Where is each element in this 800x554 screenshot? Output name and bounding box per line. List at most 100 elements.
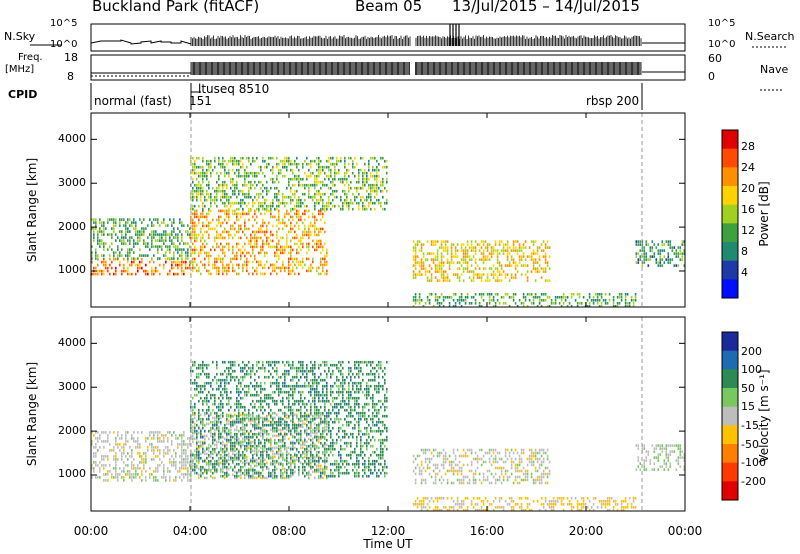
echo-cell xyxy=(208,363,210,367)
echo-cell xyxy=(214,263,216,267)
echo-cell xyxy=(378,198,380,202)
echo-cell xyxy=(296,242,298,246)
echo-cell xyxy=(107,266,109,270)
echo-cell xyxy=(256,414,258,418)
echo-cell xyxy=(276,260,278,264)
echo-cell xyxy=(185,257,187,260)
echo-cell xyxy=(214,450,216,454)
echo-cell xyxy=(252,384,254,388)
echo-cell xyxy=(506,293,509,296)
echo-cell xyxy=(212,198,214,202)
echo-cell xyxy=(434,243,437,246)
echo-cell xyxy=(496,249,499,252)
echo-cell xyxy=(456,299,459,302)
echo-cell xyxy=(185,464,187,467)
echo-cell xyxy=(187,470,189,473)
echo-cell xyxy=(272,177,274,181)
echo-cell xyxy=(328,168,330,172)
echo-cell xyxy=(440,267,443,270)
echo-cell xyxy=(181,248,183,251)
echo-cell xyxy=(175,434,177,437)
echo-cell xyxy=(93,452,95,455)
echo-cell xyxy=(418,299,421,302)
echo-cell xyxy=(344,183,346,187)
echo-cell xyxy=(260,236,262,240)
echo-cell xyxy=(242,471,244,475)
echo-cell xyxy=(326,204,328,208)
power-panel-background xyxy=(91,113,685,307)
echo-cell xyxy=(320,420,322,424)
echo-cell xyxy=(198,156,200,160)
echo-cell xyxy=(254,393,256,397)
echo-cell xyxy=(258,201,260,205)
echo-cell xyxy=(426,252,429,255)
echo-cell xyxy=(125,242,127,245)
echo-cell xyxy=(570,305,573,307)
echo-cell xyxy=(260,387,262,391)
echo-cell xyxy=(163,218,165,221)
echo-cell xyxy=(274,363,276,367)
echo-cell xyxy=(238,363,240,367)
echo-cell xyxy=(115,452,117,455)
echo-cell xyxy=(524,240,527,243)
echo-cell xyxy=(256,384,258,388)
echo-cell xyxy=(210,159,212,163)
echo-cell xyxy=(196,233,198,237)
echo-cell xyxy=(196,450,198,454)
echo-cell xyxy=(286,236,288,240)
echo-cell xyxy=(224,453,226,457)
echo-cell xyxy=(322,183,324,187)
echo-cell xyxy=(308,162,310,166)
echo-cell xyxy=(324,263,326,267)
echo-cell xyxy=(187,437,189,440)
echo-cell xyxy=(232,192,234,196)
echo-cell xyxy=(238,453,240,457)
echo-cell xyxy=(105,464,107,467)
echo-cell xyxy=(196,384,198,388)
echo-cell xyxy=(97,257,99,260)
echo-cell xyxy=(103,242,105,245)
echo-cell xyxy=(270,209,272,213)
echo-cell xyxy=(264,186,266,190)
echo-cell xyxy=(466,267,469,270)
echo-cell xyxy=(596,296,599,299)
echo-cell xyxy=(310,443,312,447)
echo-cell xyxy=(264,408,266,412)
echo-cell xyxy=(344,162,346,166)
echo-cell xyxy=(218,432,220,436)
echo-cell xyxy=(450,255,453,258)
echo-cell xyxy=(444,249,447,252)
echo-cell xyxy=(270,263,272,267)
echo-cell xyxy=(252,474,254,478)
echo-cell xyxy=(141,257,143,261)
echo-cell xyxy=(288,405,290,409)
echo-cell xyxy=(240,444,242,448)
echo-cell xyxy=(149,473,151,476)
echo-cell xyxy=(458,267,461,270)
echo-cell xyxy=(167,446,169,449)
echo-cell xyxy=(169,245,171,248)
echo-cell xyxy=(218,177,220,181)
echo-cell xyxy=(488,296,491,299)
echo-cell xyxy=(506,264,509,267)
echo-cell xyxy=(290,468,292,472)
echo-cell xyxy=(380,204,382,208)
echo-cell xyxy=(171,263,173,267)
echo-cell xyxy=(230,416,232,420)
echo-cell xyxy=(262,224,264,228)
echo-cell xyxy=(240,390,242,394)
echo-cell xyxy=(490,255,493,258)
echo-cell xyxy=(202,209,204,213)
echo-cell xyxy=(286,195,288,199)
echo-cell xyxy=(131,479,133,482)
echo-cell xyxy=(244,473,246,477)
echo-cell xyxy=(492,276,495,279)
echo-cell xyxy=(308,242,310,246)
echo-cell xyxy=(143,233,145,236)
echo-cell xyxy=(198,453,200,457)
echo-cell xyxy=(659,249,662,252)
echo-cell xyxy=(234,201,236,205)
echo-cell xyxy=(137,446,139,449)
echo-cell xyxy=(346,177,348,181)
echo-cell xyxy=(232,159,234,163)
